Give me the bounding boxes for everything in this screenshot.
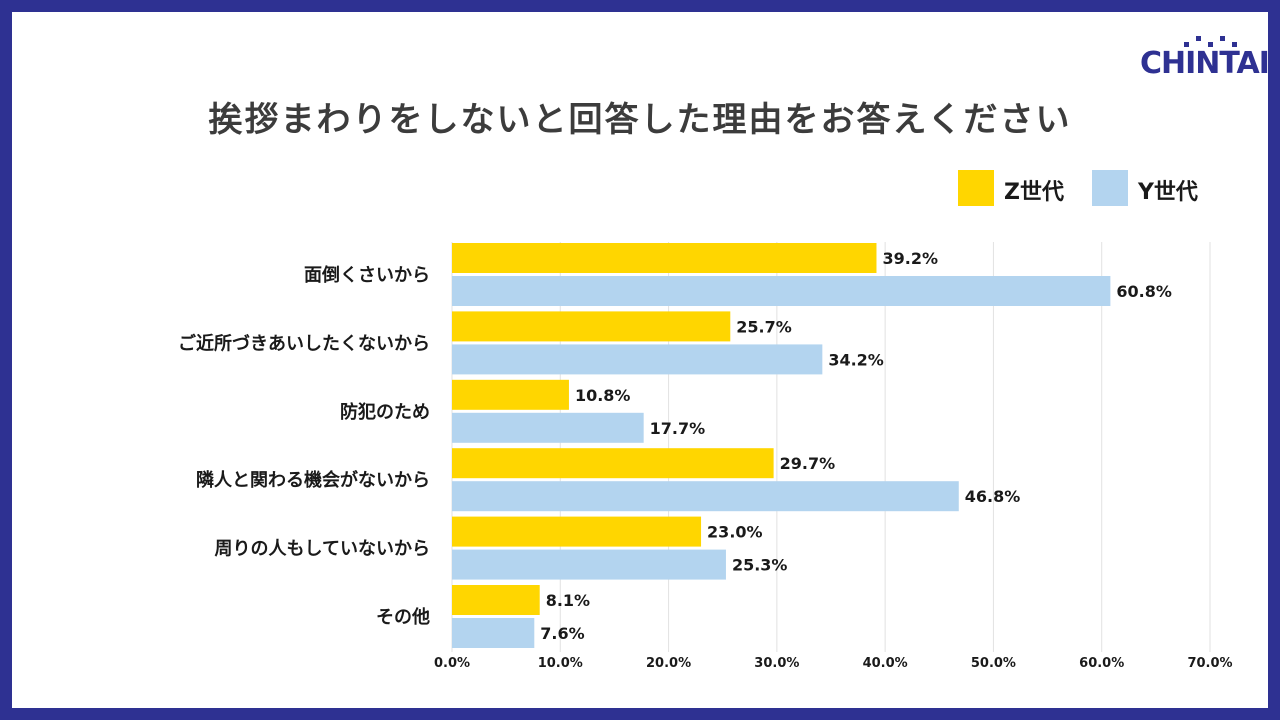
chart-frame: CHINTAI 挨拶まわりをしないと回答した理由をお答えください Z世代 Y世代… (12, 12, 1270, 708)
data-label: 60.8% (1116, 282, 1172, 301)
data-label: 25.7% (736, 317, 792, 336)
bar-y (452, 549, 726, 580)
x-tick-label: 10.0% (538, 656, 583, 671)
category-label: ご近所づきあいしたくないから (178, 332, 430, 354)
category-label: 周りの人もしていないから (215, 539, 430, 560)
data-label: 17.7% (650, 419, 706, 438)
category-label: 面倒くさいから (304, 265, 430, 286)
bar-z (452, 243, 877, 273)
bar-y (452, 276, 1111, 306)
bar-z (452, 448, 774, 479)
legend-swatch-y (1092, 170, 1128, 206)
data-label: 23.0% (707, 523, 763, 542)
data-label: 39.2% (882, 249, 938, 268)
bar-z (452, 585, 540, 615)
data-label: 25.3% (732, 556, 788, 575)
legend-label-z: Z世代 (1004, 180, 1064, 205)
category-label: 防犯のため (340, 401, 430, 423)
bar-z (452, 379, 569, 410)
chintai-logo: CHINTAI (1140, 34, 1270, 86)
data-label: 7.6% (540, 624, 584, 643)
logo-dots-icon (1184, 36, 1237, 47)
category-label: 隣人と関わる機会がないから (196, 469, 430, 491)
data-label: 10.8% (575, 386, 631, 405)
bar-y (452, 481, 959, 512)
legend-item-y: Y世代 (1092, 170, 1222, 206)
legend-item-z: Z世代 (958, 170, 1078, 206)
bar-y (452, 412, 644, 443)
x-tick-label: 30.0% (754, 656, 799, 671)
x-tick-label: 0.0% (434, 656, 470, 671)
logo-text: CHINTAI (1140, 46, 1270, 81)
data-label: 34.2% (828, 350, 884, 369)
x-tick-label: 50.0% (971, 656, 1016, 671)
data-label: 29.7% (780, 454, 836, 473)
x-tick-label: 60.0% (1079, 656, 1124, 671)
bar-y (452, 618, 535, 648)
bar-chart: 0.0% 10.0% 20.0% 30.0% 40.0% 50.0% 60.0% 70.0% 面… (178, 242, 1233, 671)
bar-y (452, 344, 823, 375)
bar-z (452, 516, 702, 547)
data-label: 8.1% (546, 591, 590, 610)
category-label: その他 (376, 606, 430, 628)
bar-z (452, 311, 731, 342)
chart-title: 挨拶まわりをしないと回答した理由をお答えください (208, 100, 1072, 140)
x-tick-label: 70.0% (1187, 656, 1232, 671)
data-label: 46.8% (965, 487, 1021, 506)
legend-label-y: Y世代 (1138, 180, 1198, 205)
x-tick-label: 20.0% (646, 656, 691, 671)
x-tick-label: 40.0% (863, 656, 908, 671)
legend-swatch-z (958, 170, 994, 206)
